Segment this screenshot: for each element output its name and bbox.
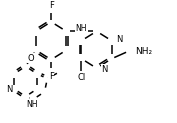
Text: F: F xyxy=(49,72,54,81)
Text: NH₂: NH₂ xyxy=(135,47,152,56)
Text: O: O xyxy=(27,54,34,63)
Text: F: F xyxy=(49,0,54,9)
Text: NH: NH xyxy=(76,24,87,33)
Text: N: N xyxy=(116,35,123,44)
Text: NH: NH xyxy=(27,100,38,109)
Text: N: N xyxy=(101,65,108,74)
Text: Cl: Cl xyxy=(77,73,85,82)
Text: N: N xyxy=(6,85,12,94)
